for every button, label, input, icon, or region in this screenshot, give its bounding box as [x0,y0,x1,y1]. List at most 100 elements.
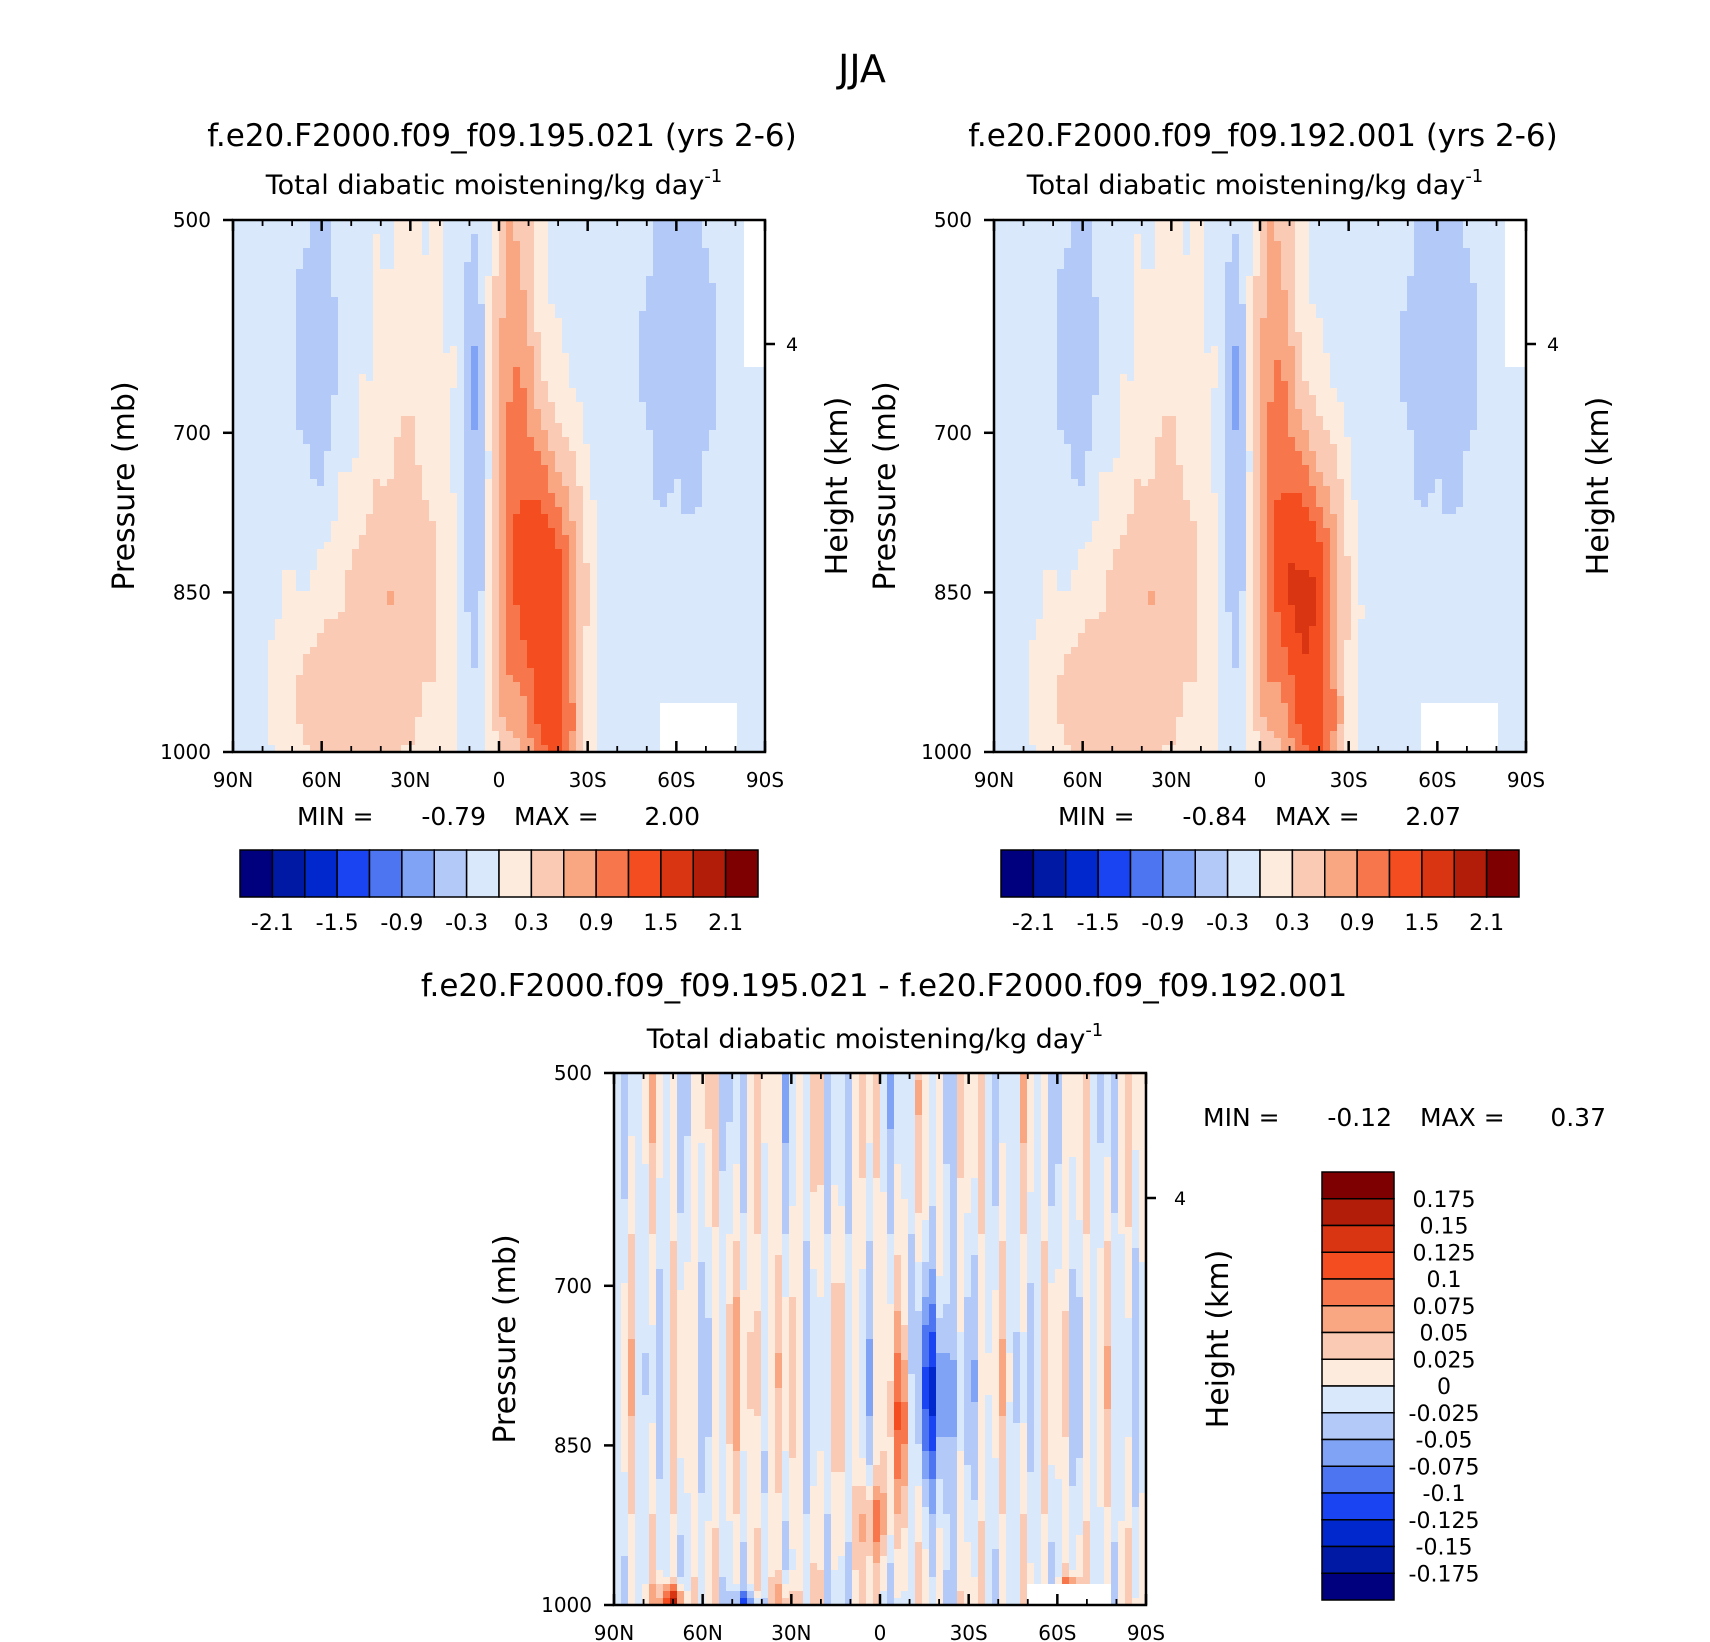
contour-cell [653,346,661,354]
contour-cell [317,605,325,613]
contour-cell [394,668,402,676]
contour-cell [359,409,367,417]
contour-cell [240,458,248,466]
contour-cell [744,402,752,410]
contour-cell [541,521,549,529]
contour-cell [310,220,318,228]
contour-cell [555,584,563,592]
contour-cell [443,318,451,326]
contour-cell [681,269,689,277]
contour-cell [310,248,318,256]
contour-cell [520,486,528,494]
contour-cell [380,395,388,403]
contour-cell [660,472,668,480]
contour-cell [492,654,500,662]
contour-cell [345,486,353,494]
contour-cell [429,346,437,354]
contour-cell [716,612,724,620]
contour-cell [695,276,703,284]
contour-cell [583,591,591,599]
contour-cell [695,269,703,277]
contour-cell [254,556,262,564]
contour-cell [695,339,703,347]
contour-cell [331,528,339,536]
contour-cell [597,381,605,389]
contour-cell [394,584,402,592]
contour-cell [660,332,668,340]
contour-cell [422,500,430,508]
contour-cell [422,521,430,529]
contour-cell [303,493,311,501]
contour-cell [345,535,353,543]
contour-cell [464,633,472,641]
contour-cell [247,297,255,305]
contour-cell [695,493,703,501]
contour-cell [408,661,416,669]
contour-cell [296,423,304,431]
contour-cell [660,318,668,326]
contour-cell [443,612,451,620]
contour-cell [660,668,668,676]
contour-cell [275,381,283,389]
contour-cell [674,367,682,375]
contour-cell [443,458,451,466]
contour-cell [317,675,325,683]
contour-cell [471,444,479,452]
contour-cell [562,605,570,613]
contour-cell [261,535,269,543]
contour-cell [268,549,276,557]
contour-cell [646,430,654,438]
contour-cell [317,353,325,361]
contour-cell [394,332,402,340]
contour-cell [450,528,458,536]
contour-cell [632,374,640,382]
contour-cell [499,423,507,431]
contour-cell [639,360,647,368]
contour-cell [282,521,290,529]
contour-cell [639,290,647,298]
contour-cell [492,605,500,613]
contour-cell [611,591,619,599]
contour-cell [422,535,430,543]
contour-cell [401,451,409,459]
contour-cell [457,381,465,389]
contour-cell [471,269,479,277]
contour-cell [660,661,668,669]
contour-cell [464,318,472,326]
contour-cell [450,451,458,459]
contour-cell [261,479,269,487]
contour-cell [702,241,710,249]
contour-cell [758,472,766,480]
contour-cell [443,479,451,487]
contour-cell [674,297,682,305]
contour-cell [366,332,374,340]
contour-cell [639,311,647,319]
contour-cell [338,269,346,277]
contour-cell [618,668,626,676]
contour-cell [667,640,675,648]
contour-cell [590,577,598,585]
contour-cell [632,444,640,452]
contour-cell [394,493,402,501]
contour-cell [555,416,563,424]
contour-cell [282,577,290,585]
contour-cell [681,458,689,466]
contour-cell [716,283,724,291]
contour-cell [737,661,745,669]
contour-cell [282,262,290,270]
contour-cell [506,402,514,410]
contour-cell [240,381,248,389]
contour-cell [639,507,647,515]
contour-cell [548,514,556,522]
contour-cell [366,360,374,368]
contour-cell [352,311,360,319]
contour-cell [709,297,717,305]
contour-cell [436,626,444,634]
contour-cell [653,297,661,305]
contour-cell [702,388,710,396]
contour-cell [471,591,479,599]
contour-cell [737,521,745,529]
contour-cell [261,346,269,354]
contour-cell [261,311,269,319]
contour-cell [485,458,493,466]
